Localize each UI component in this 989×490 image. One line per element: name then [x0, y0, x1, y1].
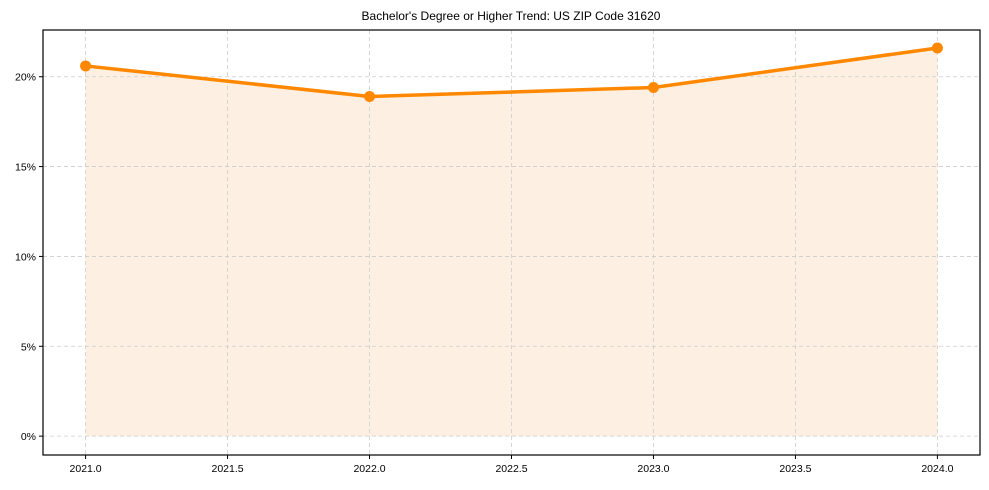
- y-tick-label: 15%: [15, 162, 36, 174]
- data-point-marker: [364, 90, 376, 102]
- x-tick-label: 2023.5: [779, 463, 811, 475]
- x-tick-label: 2021.0: [70, 463, 102, 475]
- x-tick-label: 2022.5: [495, 463, 527, 475]
- plot-area: [42, 29, 981, 456]
- data-markers: [80, 42, 943, 102]
- x-tick-label: 2021.5: [211, 463, 243, 475]
- series-line: [83, 46, 940, 99]
- x-tick-label: 2022.0: [353, 463, 385, 475]
- y-tick-label: 0%: [21, 431, 36, 443]
- data-point-marker: [931, 42, 943, 54]
- y-tick-label: 5%: [21, 341, 36, 353]
- y-axis: 0% 5% 10% 15% 20%: [15, 72, 43, 443]
- chart-title: Bachelor's Degree or Higher Trend: US ZI…: [362, 9, 661, 23]
- x-tick-label: 2023.0: [637, 463, 669, 475]
- data-point-marker: [80, 60, 92, 72]
- x-axis: 2021.0 2021.5 2022.0 2022.5 2023.0 2023.5 2024…: [70, 455, 954, 475]
- y-tick-label: 20%: [15, 72, 36, 84]
- data-point-marker: [647, 82, 659, 94]
- data-line: [83, 46, 940, 99]
- y-tick-label: 10%: [15, 251, 36, 263]
- x-tick-label: 2024.0: [921, 463, 953, 475]
